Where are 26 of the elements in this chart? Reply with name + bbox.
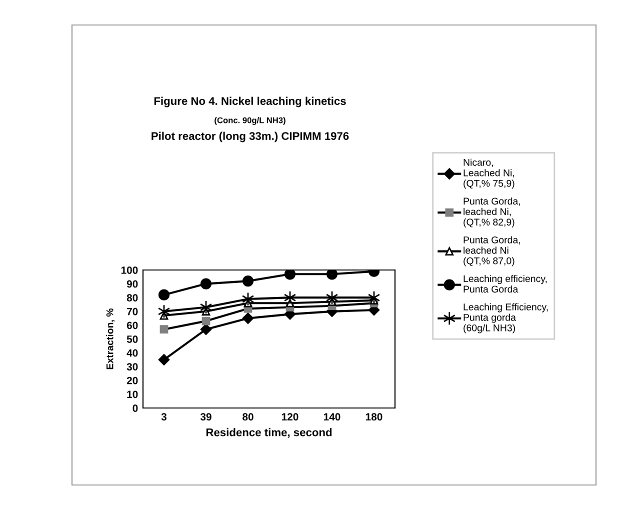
y-tick-label: 50	[126, 336, 138, 343]
x-axis-title: Residence time, second	[206, 428, 332, 438]
y-tick-label: 0	[132, 404, 138, 412]
legend-label: Punta Gorda, leached Ni (QT,% 87,0)	[464, 236, 520, 266]
y-tick-label: 80	[126, 294, 138, 302]
x-tick-label: 3	[161, 413, 167, 421]
x-tick-label: 120	[282, 413, 298, 421]
chart-title: Figure No 4. Nickel leaching kinetics	[154, 96, 346, 108]
legend-label: Leaching efficiency, Punta Gorda	[464, 274, 547, 293]
x-tick-label: 39	[200, 413, 212, 421]
y-tick-label: 100	[121, 266, 138, 274]
y-tick-label: 20	[126, 376, 138, 384]
y-tick-label: 40	[126, 349, 138, 357]
y-tick-label: 30	[126, 363, 138, 370]
x-tick-label: 80	[242, 413, 254, 421]
legend-label: Nicaro, Leached Ni, (QT,% 75,9)	[464, 158, 514, 189]
y-tick-label: 70	[127, 308, 138, 316]
legend-label: Leaching Efficiency, Punta gorda (60g/L NH3)	[464, 303, 548, 334]
y-axis-title: Extraction, %	[106, 308, 115, 370]
x-tick-label: 180	[366, 413, 382, 421]
chart-subtitle: (Conc. 90g/L NH3) Pilot reactor (long 33m.) CIPIMM 1976	[152, 117, 349, 142]
y-tick-label: 60	[126, 322, 138, 330]
y-tick-label: 10	[127, 390, 138, 398]
y-tick-label: 90	[126, 280, 138, 288]
legend-label: Punta Gorda, leached Ni, (QT,% 82,9)	[464, 197, 520, 228]
x-tick-label: 140	[324, 413, 340, 421]
